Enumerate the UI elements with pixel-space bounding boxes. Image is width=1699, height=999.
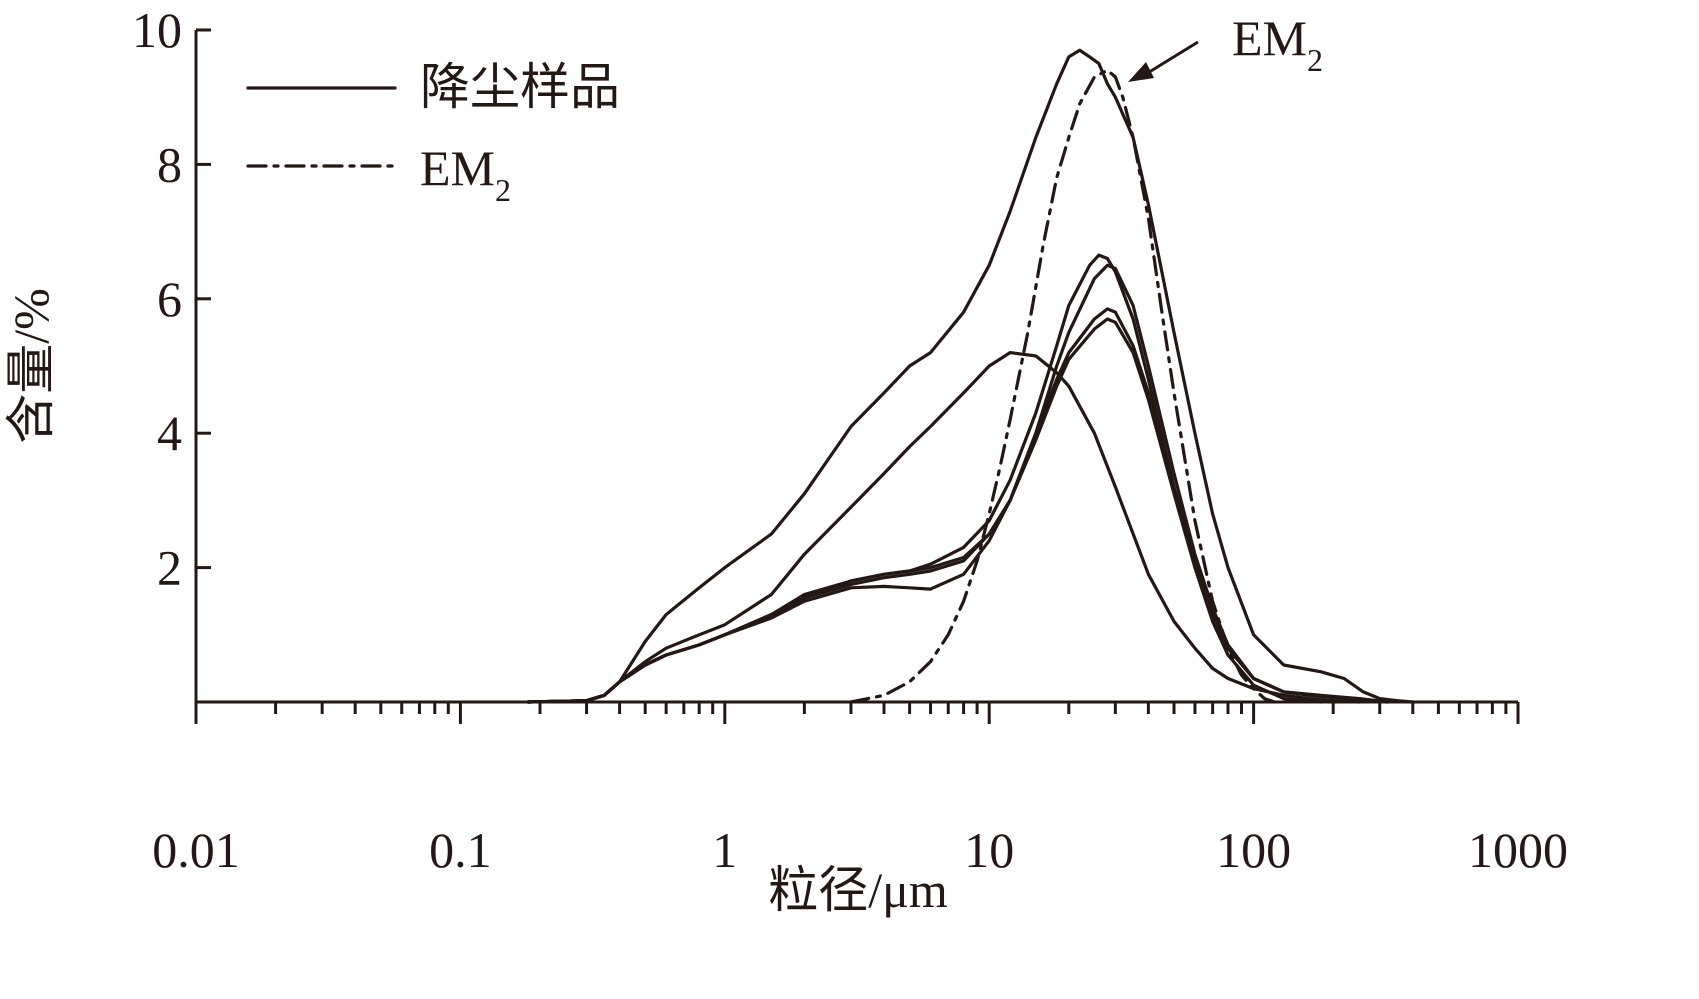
- series-sample-line-2: [526, 351, 1361, 704]
- legend-label-em2-sub: 2: [495, 172, 511, 208]
- series-sample-line-6: [526, 317, 1323, 704]
- x-tick-label: 1000: [1468, 822, 1568, 878]
- legend-label-em2: EM2: [420, 140, 511, 208]
- legend-label-em2-main: EM: [420, 140, 495, 196]
- legend: 降尘样品 EM2: [246, 59, 620, 208]
- x-tick-label: 0.01: [152, 822, 240, 878]
- annotation-label: EM2: [1232, 10, 1323, 78]
- annotation-label-sub: 2: [1307, 42, 1323, 78]
- annotation-label-main: EM: [1232, 10, 1307, 66]
- series-sample-line-3: [526, 253, 1389, 704]
- series-em2-line: [849, 68, 1277, 704]
- em2-annotation: EM2: [1128, 10, 1323, 82]
- legend-label-samples: 降尘样品: [420, 59, 620, 115]
- x-tick-label: 0.1: [429, 822, 492, 878]
- y-tick-label: 2: [157, 540, 182, 596]
- x-tick-label: 10: [964, 822, 1014, 878]
- y-axis-ticks: 2 4 6 8 10: [132, 2, 211, 596]
- series-layer: [526, 48, 1415, 704]
- y-tick-label: 6: [157, 271, 182, 327]
- x-axis-ticks: 0.01 0.1 1 10 100 1000: [152, 702, 1568, 878]
- y-axis-title: 含量/%: [3, 288, 59, 444]
- x-tick-label: 1: [712, 822, 737, 878]
- series-sample-line-4: [526, 263, 1389, 704]
- y-tick-label: 4: [157, 405, 182, 461]
- y-tick-label: 10: [132, 2, 182, 58]
- annotation-arrow-head: [1128, 62, 1154, 82]
- x-tick-label: 100: [1216, 822, 1291, 878]
- x-axis-title: 粒径/μm: [768, 862, 948, 918]
- annotation-arrow-line: [1145, 40, 1199, 76]
- series-sample-line-1: [526, 48, 1415, 704]
- y-tick-label: 8: [157, 136, 182, 192]
- plot-area: 2 4 6 8 10 0.01 0.1 1 10 100 1000: [132, 2, 1568, 878]
- series-sample-line-5: [526, 307, 1382, 704]
